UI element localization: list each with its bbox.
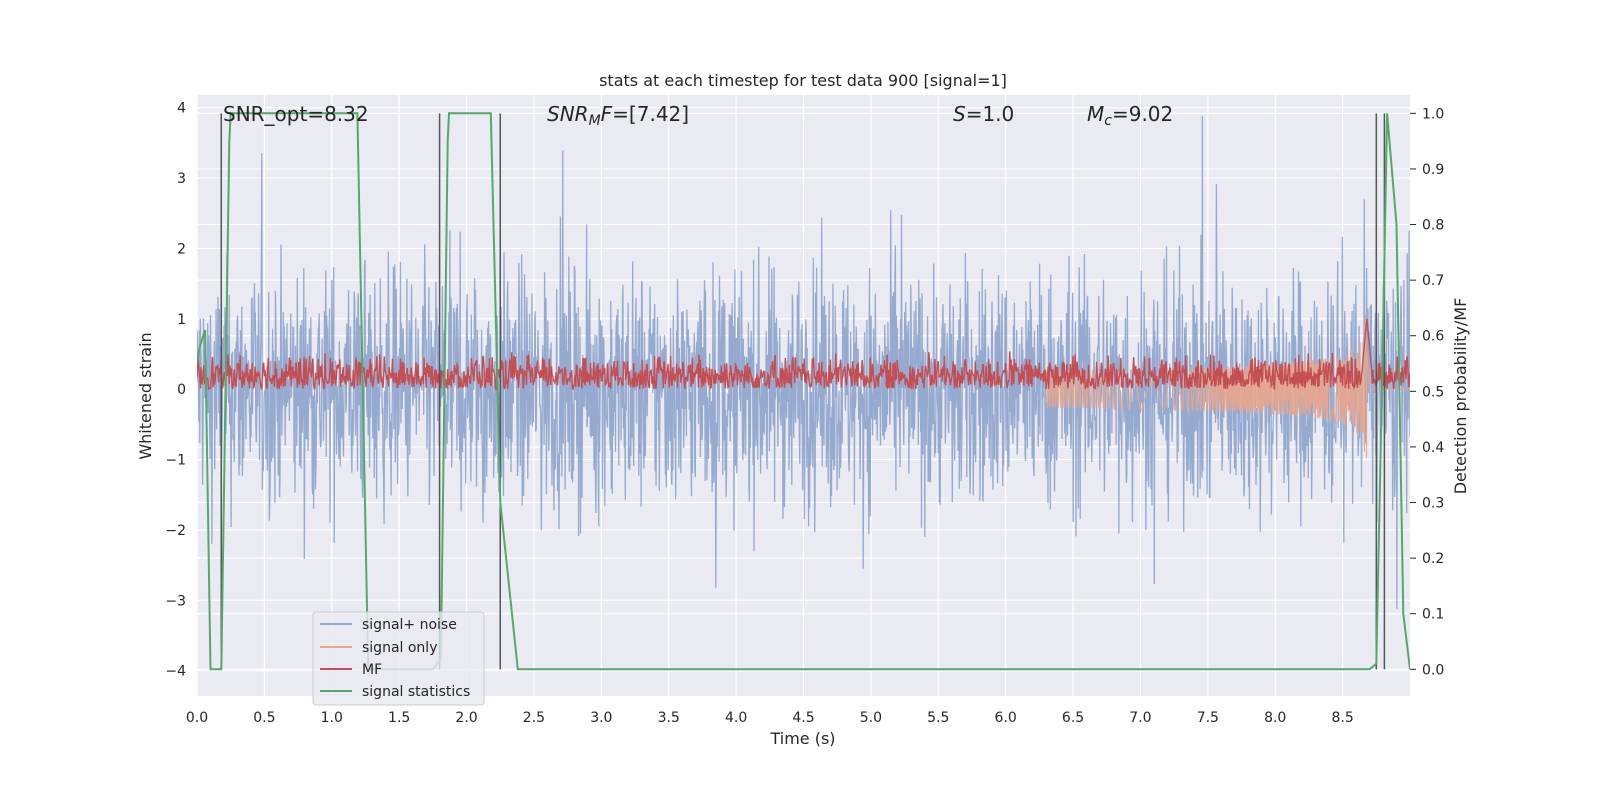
y-axis-left: −4 −3 −2 −1 0 1 2 3 4 [165, 101, 186, 680]
y-tick-label: 1 [177, 312, 186, 328]
x-tick-label: 1.0 [321, 710, 343, 726]
y2-tick-label: 0.4 [1422, 440, 1444, 456]
legend-label-signal-only: signal only [362, 640, 437, 656]
annotation-mc: Mc=9.02 [1087, 102, 1173, 129]
y-tick-label: 4 [177, 101, 186, 117]
x-tick-label: 3.0 [590, 710, 612, 726]
y-tick-label: −4 [165, 664, 186, 680]
x-tick-label: 8.5 [1331, 710, 1353, 726]
x-tick-label: 5.0 [860, 710, 882, 726]
signal-statistics-line [197, 112, 1410, 671]
legend-box [312, 611, 485, 706]
y-axis-right: 0.0 0.1 0.2 0.3 0.4 0.5 0.6 0.7 0.8 0.9 1.0 [1410, 106, 1444, 678]
mf-line [197, 318, 1410, 392]
x-tick-label: 3.5 [658, 710, 680, 726]
x-tick-label: 2.0 [455, 710, 477, 726]
series-signal-only [1045, 313, 1410, 458]
x-axis-label: Time (s) [769, 729, 835, 748]
y-tick-label: −2 [165, 523, 186, 539]
annotation-snr-mf: SNRMF=[7.42] [547, 102, 689, 129]
y-tick-label: −3 [165, 593, 186, 609]
annotation-snr-opt: SNR_opt=8.32 [223, 102, 369, 126]
y-tick-label: 0 [177, 382, 186, 398]
y2-axis-label: Detection probability/MF [1451, 298, 1470, 495]
y2-tick-label: 1.0 [1422, 106, 1444, 122]
x-tick-label: 7.5 [1197, 710, 1219, 726]
y2-tick-label: 0.1 [1422, 607, 1444, 623]
x-tick-label: 1.5 [388, 710, 410, 726]
x-tick-label: 4.0 [725, 710, 747, 726]
x-tick-label: 6.5 [1062, 710, 1084, 726]
annotation-s: S=1.0 [953, 102, 1014, 126]
signal-only-line [1045, 313, 1410, 458]
legend: signal+ noise signal only MF signal stat… [312, 611, 485, 706]
x-tick-label: 6.0 [995, 710, 1017, 726]
series-signal-statistics [197, 112, 1410, 671]
y2-tick-label: 0.3 [1422, 496, 1444, 512]
y2-tick-label: 0.5 [1422, 384, 1444, 400]
y-tick-label: 2 [177, 241, 186, 257]
x-tick-label: 5.5 [927, 710, 949, 726]
y2-tick-label: 0.0 [1422, 662, 1444, 678]
x-tick-label: 0.0 [186, 710, 208, 726]
y2-tick-label: 0.7 [1422, 273, 1444, 289]
y2-tick-label: 0.6 [1422, 329, 1444, 345]
x-tick-label: 4.5 [792, 710, 814, 726]
x-axis: 0.0 0.5 1.0 1.5 2.0 2.5 3.0 3.5 4.0 4.5 5.0 5.5 6.0 6… [186, 710, 1354, 726]
y-tick-label: −1 [165, 453, 186, 469]
y2-tick-label: 0.8 [1422, 218, 1444, 234]
x-tick-label: 8.0 [1264, 710, 1286, 726]
legend-label-signal-statistics: signal statistics [362, 684, 470, 700]
y-tick-label: 3 [177, 171, 186, 187]
y2-tick-label: 0.9 [1422, 162, 1444, 178]
chart-title: stats at each timestep for test data 900… [599, 71, 1007, 90]
x-tick-label: 7.0 [1129, 710, 1151, 726]
legend-label-signal-noise: signal+ noise [362, 617, 457, 633]
legend-label-mf: MF [362, 662, 382, 678]
y-axis-label: Whitened strain [136, 332, 155, 459]
plot-clip-group [197, 112, 1410, 671]
x-tick-label: 2.5 [523, 710, 545, 726]
y2-tick-label: 0.2 [1422, 551, 1444, 567]
x-tick-label: 0.5 [253, 710, 275, 726]
series-mf [197, 318, 1410, 392]
